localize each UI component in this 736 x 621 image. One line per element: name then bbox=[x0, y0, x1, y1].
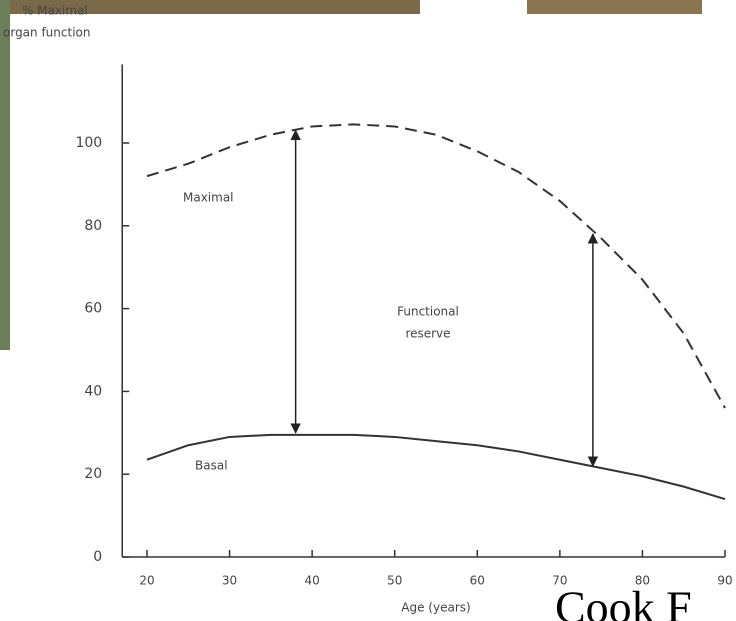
chart: % Maximal organ function 0 20 40 60 80 100 20 3… bbox=[0, 0, 736, 621]
background-photo bbox=[527, 0, 702, 14]
y-axis-label: % Maximal bbox=[22, 4, 88, 18]
annotation: Functional bbox=[397, 305, 459, 319]
footer-text: Cook F bbox=[555, 582, 692, 621]
x-tick-label: 20 bbox=[139, 574, 154, 588]
series-label: Maximal bbox=[183, 191, 234, 205]
chart-panel bbox=[520, 14, 736, 621]
x-tick-label: 90 bbox=[717, 574, 732, 588]
y-tick-label: 100 bbox=[75, 135, 102, 151]
y-tick-label: 60 bbox=[84, 301, 102, 317]
background-photo bbox=[0, 0, 10, 350]
y-axis-label: organ function bbox=[3, 26, 90, 40]
y-tick-label: 40 bbox=[84, 383, 102, 399]
x-tick-label: 50 bbox=[387, 574, 402, 588]
y-tick-label: 20 bbox=[84, 466, 102, 482]
y-tick-label: 80 bbox=[84, 218, 102, 234]
x-tick-label: 60 bbox=[470, 574, 485, 588]
series-label: Basal bbox=[195, 459, 228, 473]
x-tick-label: 40 bbox=[305, 574, 320, 588]
x-axis-label: Age (years) bbox=[401, 601, 470, 615]
page: % Maximal organ function 0 20 40 60 80 100 20 3… bbox=[0, 0, 736, 621]
x-tick-label: 30 bbox=[222, 574, 237, 588]
annotation: reserve bbox=[405, 327, 450, 341]
y-tick-label: 0 bbox=[93, 549, 102, 565]
